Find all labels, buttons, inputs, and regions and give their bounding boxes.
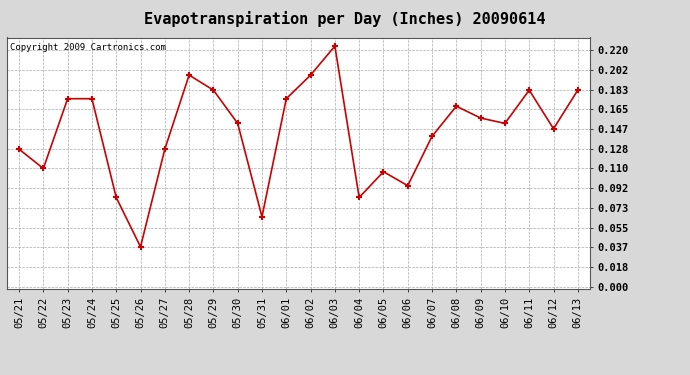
Text: Copyright 2009 Cartronics.com: Copyright 2009 Cartronics.com bbox=[10, 42, 166, 51]
Text: Evapotranspiration per Day (Inches) 20090614: Evapotranspiration per Day (Inches) 2009… bbox=[144, 11, 546, 27]
